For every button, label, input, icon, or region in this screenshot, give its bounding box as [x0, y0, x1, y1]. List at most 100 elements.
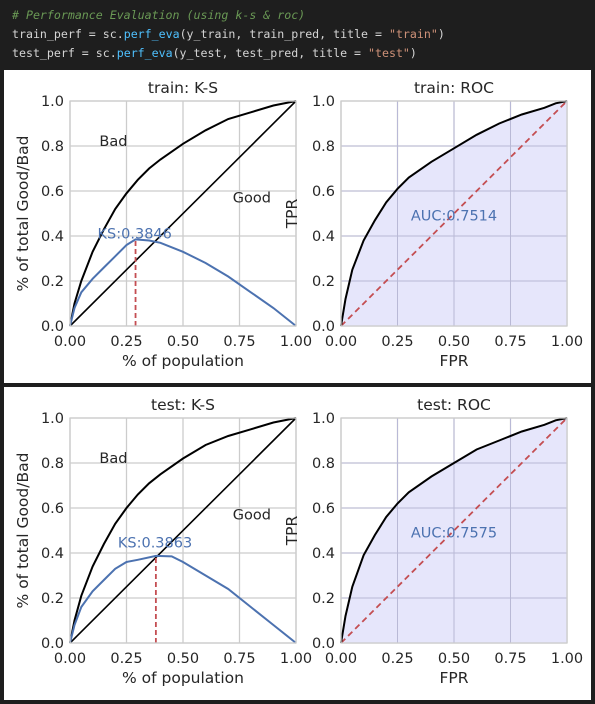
train-ks-xtick-label: 0.75 [223, 334, 255, 350]
code-string: "train" [388, 27, 438, 41]
test-ks-ks-label: KS:0.3863 [118, 536, 192, 552]
test-ks-axes: KS:0.3863 Bad Good [69, 417, 297, 644]
train-ks-ytick-label: 0.8 [41, 139, 64, 155]
test-roc-xtick-label: 0.50 [438, 651, 470, 667]
train-ks-axes: KS:0.3846 Bad Good [69, 100, 297, 327]
train-roc-xtick-label: 0.75 [494, 334, 526, 350]
train-ks-ytick-label: 0.4 [41, 229, 64, 245]
train-ks-ks-label: KS:0.3846 [98, 227, 172, 243]
train-ks-frame [69, 100, 297, 327]
code-args: (y_test, test_pred, title = [172, 46, 369, 60]
train-roc-ylabel: TPR [283, 198, 301, 229]
train-ks-ytick-label: 0.0 [41, 319, 64, 335]
test-ks-bad-annotation: Bad [99, 451, 127, 467]
test-roc-xtick-label: 0.00 [325, 651, 357, 667]
test-roc-title: test: ROC [417, 396, 491, 414]
test-roc-frame [340, 417, 568, 644]
train-ks-ytick-label: 1.0 [41, 94, 64, 110]
code-string: "test" [368, 46, 410, 60]
train-roc-roc-curve [340, 100, 568, 327]
test-roc-xtick-label: 0.75 [494, 651, 526, 667]
train-ks-xtick-label: 0.50 [167, 334, 199, 350]
train-ks-bad-line [69, 100, 297, 327]
train-roc-ytick-label: 0.4 [312, 229, 335, 245]
train-roc-xlabel: FPR [439, 352, 468, 370]
test-ks-ytick-label: 0.8 [41, 456, 64, 472]
train-ks-ytick-label: 0.6 [41, 184, 64, 200]
train-roc-diagonal [340, 100, 568, 327]
code-line-train: train_perf = sc.perf_eva(y_train, train_… [0, 25, 595, 44]
train-roc-labels: 0.00 0.25 0.50 0.75 1.000.00.20.40.60.81.0tr… [283, 79, 583, 370]
test-roc-labels: 0.00 0.25 0.50 0.75 1.000.00.20.40.60.81.0te… [283, 396, 583, 687]
test-roc-auc-label: AUC:0.7575 [411, 525, 497, 541]
train-ks-good-line [69, 100, 297, 327]
train-roc-xtick-label: 1.00 [551, 334, 583, 350]
train-ks-xtick-label: 1.00 [280, 334, 312, 350]
code-function: perf_eva [116, 46, 173, 60]
test-roc-ytick-label: 0.8 [312, 456, 335, 472]
train-roc-xtick-label: 0.50 [438, 334, 470, 350]
test-roc-ytick-label: 0.4 [312, 546, 335, 562]
test-roc-axes: AUC:0.7575 [340, 417, 568, 644]
test-ks-ytick-label: 0.4 [41, 546, 64, 562]
test-roc-xlabel: FPR [439, 669, 468, 687]
code-var: test_perf [12, 46, 75, 60]
train-roc-xtick-label: 0.25 [381, 334, 413, 350]
code-module: sc. [95, 46, 117, 60]
train-roc-frame [340, 100, 568, 327]
train-ks-ylabel: % of total Good/Bad [14, 136, 32, 292]
test-ks-frame [69, 417, 297, 644]
test-roc-xtick-label: 0.25 [381, 651, 413, 667]
train-ks-xlabel: % of population [122, 352, 244, 370]
code-comment-line: # Performance Evaluation (using k-s & ro… [0, 6, 595, 25]
code-op: = [74, 46, 96, 60]
train-roc-ytick-label: 0.0 [312, 319, 335, 335]
test-ks-xtick-label: 0.25 [110, 651, 142, 667]
test-ks-labels: 0.00 0.25 0.50 0.75 1.00 0.0 0.2 0.4 0.6 0.8 1.0 te… [14, 396, 312, 687]
test-ks-xtick-label: 0.75 [223, 651, 255, 667]
train-roc-ytick-label: 0.8 [312, 139, 335, 155]
train-roc-ytick-label: 1.0 [312, 94, 335, 110]
train-ks-ks-line [69, 238, 297, 327]
train-ks-labels: 0.00 0.25 0.50 0.75 1.00 0.0 0.2 0.4 0.6 0.8 1.0 tr… [14, 79, 312, 370]
code-args: (y_train, train_pred, title = [179, 27, 389, 41]
test-ks-xtick-label: 0.00 [54, 651, 86, 667]
test-ks-title: test: K-S [151, 396, 215, 414]
test-roc-xtick-label: 1.00 [551, 651, 583, 667]
test-ks-bad-line [69, 417, 297, 644]
train-roc-title: train: ROC [414, 79, 494, 97]
test-ks-xlabel: % of population [122, 669, 244, 687]
test-figure-svg: KS:0.3863 Bad Good 0.00 0.25 0.50 0.75 1.00 0.00… [14, 396, 583, 687]
train-ks-good-annotation: Good [233, 190, 271, 206]
train-roc-axes: AUC:0.7514 [340, 100, 568, 327]
test-ks-ytick-label: 0.2 [41, 591, 64, 607]
test-ks-good-line [69, 417, 297, 644]
code-paren: ) [409, 46, 417, 60]
code-module: sc. [102, 27, 124, 41]
train-roc-ytick-label: 0.6 [312, 184, 335, 200]
test-ks-ylabel: % of total Good/Bad [14, 453, 32, 609]
train-ks-xtick-label: 0.00 [54, 334, 86, 350]
train-roc-auc-label: AUC:0.7514 [411, 208, 497, 224]
test-ks-ks-line [69, 554, 297, 644]
code-cell[interactable]: # Performance Evaluation (using k-s & ro… [0, 0, 595, 68]
test-figure: KS:0.3863 Bad Good 0.00 0.25 0.50 0.75 1.00 0.0 0… [4, 387, 591, 700]
test-ks-good-annotation: Good [233, 507, 271, 523]
test-roc-ytick-label: 0.2 [312, 591, 335, 607]
test-roc-ytick-label: 0.6 [312, 501, 335, 517]
test-roc-ytick-label: 1.0 [312, 411, 335, 427]
train-ks-bad-annotation: Bad [99, 134, 127, 150]
code-paren: ) [437, 27, 445, 41]
train-roc-xtick-label: 0.00 [325, 334, 357, 350]
test-ks-xtick-label: 0.50 [167, 651, 199, 667]
code-op: = [81, 27, 103, 41]
train-ks-ytick-label: 0.2 [41, 274, 64, 290]
test-roc-roc-curve [340, 417, 568, 644]
test-ks-ytick-label: 0.6 [41, 501, 64, 517]
code-line-test: test_perf = sc.perf_eva(y_test, test_pre… [0, 44, 595, 63]
test-roc-diagonal [340, 417, 568, 644]
code-function: perf_eva [123, 27, 180, 41]
code-var: train_perf [12, 27, 82, 41]
train-ks-xtick-label: 0.25 [110, 334, 142, 350]
